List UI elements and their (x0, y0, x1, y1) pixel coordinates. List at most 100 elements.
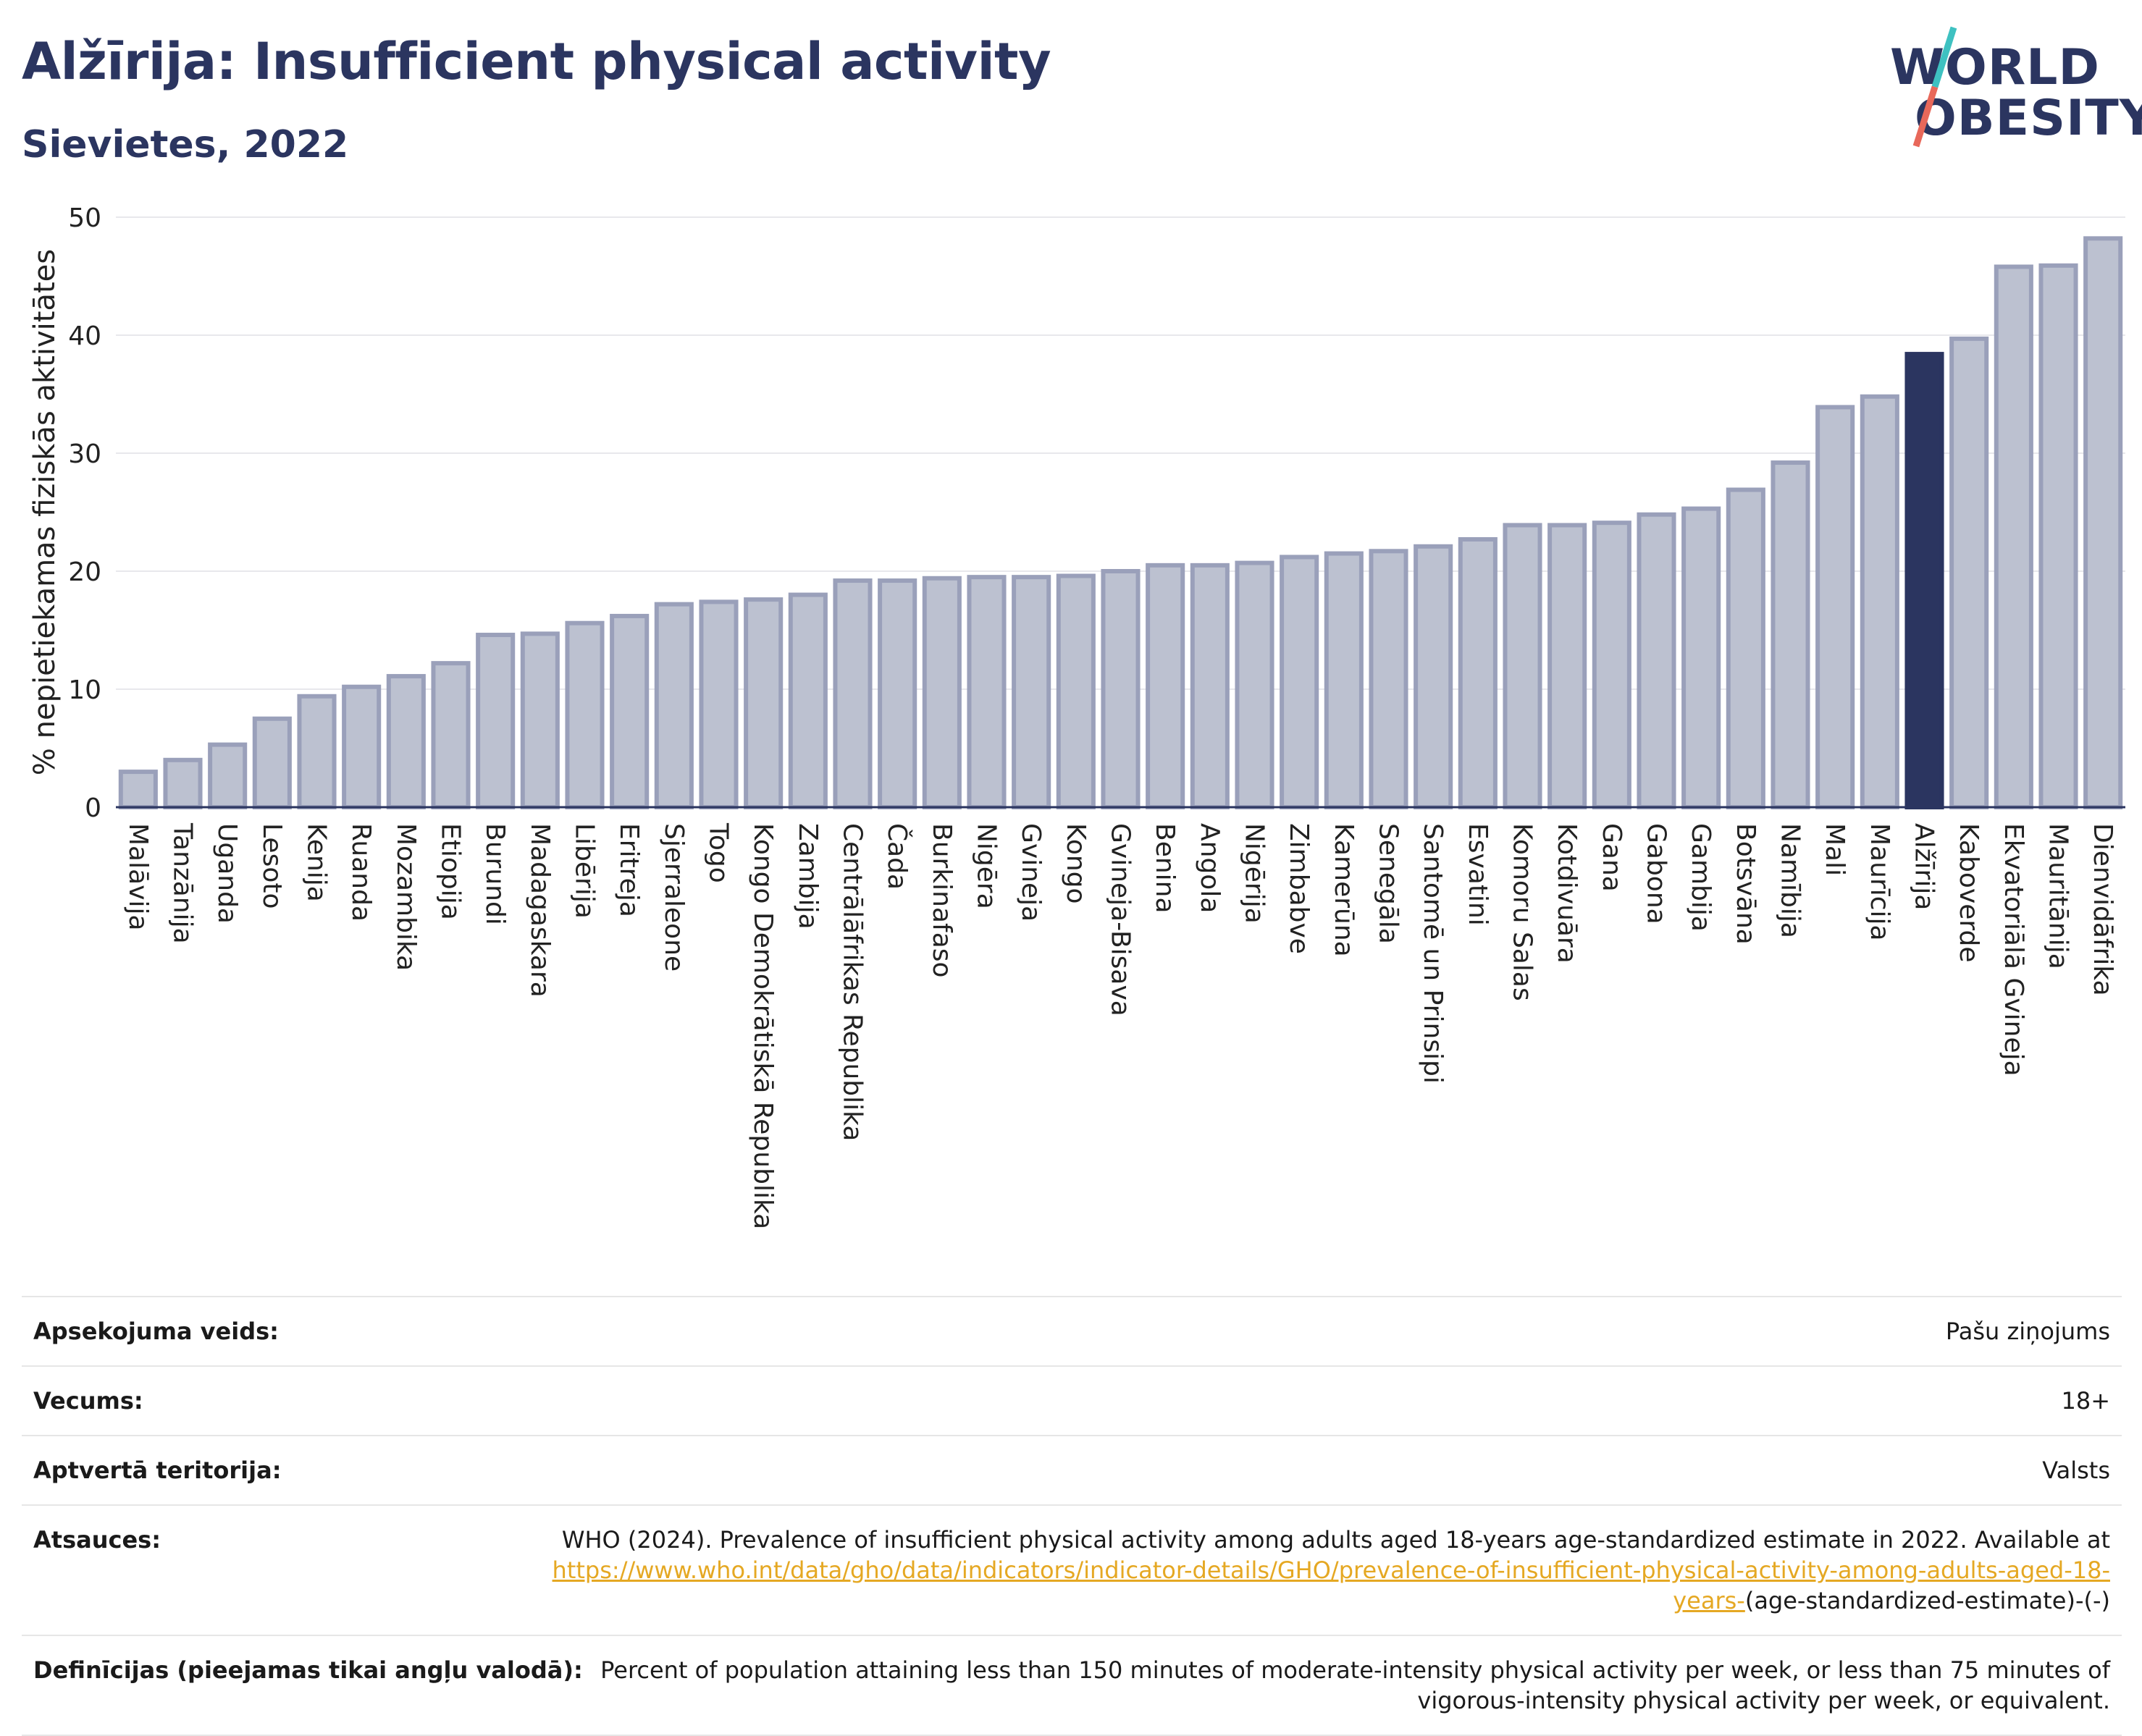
x-tick-label: Mali (1820, 823, 1849, 876)
x-tick-label: Zimbabve (1284, 823, 1314, 954)
bar (252, 716, 292, 809)
x-tick-label: Libērija (570, 823, 600, 919)
info-label: Definīcijas (pieejamas tikai angļu valod… (33, 1656, 583, 1684)
bar (1815, 405, 1855, 809)
reference-suffix: (age-standardized-estimate)-(-) (1744, 1587, 2110, 1614)
info-value: Valsts (2042, 1457, 2110, 1484)
x-tick-label: Mauritānija (2044, 823, 2073, 969)
x-tick-label: Gana (1597, 823, 1626, 892)
bar (744, 597, 784, 809)
x-tick-label: Esvatini (1463, 823, 1492, 926)
bar (833, 578, 873, 809)
info-value: WHO (2024). Prevalence of insufficient p… (517, 1525, 2110, 1616)
bar (1280, 555, 1319, 809)
x-tick-label: Senegāla (1374, 823, 1403, 944)
y-tick-label: 0 (85, 793, 101, 823)
y-tick-label: 50 (68, 203, 101, 233)
x-tick-label: Madagaskara (525, 823, 555, 998)
bar (1547, 523, 1587, 809)
world-obesity-logo: WORLD OBESITY (1890, 22, 2142, 152)
bar (610, 613, 650, 809)
bar (1012, 575, 1051, 810)
bar (699, 599, 739, 809)
bar (1503, 523, 1542, 809)
bar (788, 592, 828, 809)
bar (520, 631, 560, 810)
bar (967, 575, 1007, 810)
x-tick-label: Burundi (480, 823, 510, 925)
x-tick-label: Botsvāna (1731, 823, 1760, 945)
x-tick-label: Maurīcija (1865, 823, 1894, 941)
bar (1190, 562, 1230, 809)
x-tick-label: Ekvatoriālā Gvineja (1999, 823, 2028, 1076)
bar (1146, 562, 1185, 809)
bar (1235, 560, 1274, 810)
info-table: Apsekojuma veids: Pašu ziņojums Vecums: … (22, 1296, 2122, 1736)
bar (386, 674, 426, 809)
bar-chart: 0 10 20 30 40 50% nepietiekamas fiziskās akti… (28, 203, 2125, 1229)
x-tick-label: Gvineja-Bisava (1106, 823, 1135, 1016)
bar (1860, 394, 1899, 809)
reference-text: WHO (2024). Prevalence of insufficient p… (561, 1526, 2110, 1554)
info-row-coverage: Aptvertā teritorija: Valsts (22, 1435, 2122, 1504)
x-tick-label: Malāvija (123, 823, 153, 931)
bar (1369, 549, 1408, 809)
x-tick-label: Namībija (1776, 823, 1805, 938)
info-label: Vecums: (33, 1387, 143, 1415)
bar (208, 742, 248, 809)
x-tick-label: Nigērija (1240, 823, 1269, 924)
bar (878, 578, 917, 809)
info-row-references: Atsauces: WHO (2024). Prevalence of insu… (22, 1504, 2122, 1635)
x-tick-label: Burkinafaso (927, 823, 957, 978)
info-value: Percent of population attaining less tha… (600, 1656, 2110, 1714)
info-value: 18+ (2061, 1387, 2110, 1415)
info-row-survey: Apsekojuma veids: Pašu ziņojums (22, 1296, 2122, 1365)
x-tick-label: Zambija (793, 823, 823, 930)
y-tick-label: 40 (68, 321, 101, 351)
logo-line-1: WORLD (1890, 39, 2100, 96)
info-label: Atsauces: (33, 1526, 161, 1554)
x-tick-label: Dienvidāfrika (2088, 823, 2117, 996)
bar (1458, 536, 1498, 809)
bar (1904, 352, 1944, 809)
bar (342, 684, 382, 809)
y-axis-title: % nepietiekamas fiziskās aktivitātes (28, 249, 62, 775)
logo-slash-icon (1912, 26, 1957, 148)
bar (565, 620, 605, 809)
chart-title: Alžīrija: Insufficient physical activity (22, 32, 1051, 91)
bar (1592, 521, 1631, 809)
info-label: Apsekojuma veids: (33, 1318, 279, 1345)
x-tick-label: Nigēra (972, 823, 1001, 909)
x-tick-label: Santomē un Prinsipi (1418, 823, 1448, 1084)
x-tick-label: Ruanda (346, 823, 376, 922)
x-tick-label: Kaboverde (1954, 823, 1983, 963)
x-tick-label: Kongo (1061, 823, 1091, 904)
x-tick-label: Kamerūna (1329, 823, 1358, 957)
bar (654, 602, 694, 809)
x-tick-label: Kongo Demokrātiskā Republika (748, 823, 778, 1229)
bar (2083, 236, 2123, 809)
bar (476, 633, 516, 810)
x-tick-label: Gvineja (1016, 823, 1046, 922)
bar (1324, 551, 1364, 809)
info-value: Pašu ziņojums (1945, 1318, 2110, 1345)
bar (1771, 460, 1810, 809)
reference-link[interactable]: https://www.who.int/data/gho/data/indica… (552, 1556, 2110, 1614)
bar (1056, 573, 1096, 810)
info-label: Aptvertā teritorija: (33, 1457, 282, 1484)
x-tick-label: Sjerraleone (659, 823, 689, 972)
x-tick-label: Mozambika (391, 823, 421, 971)
info-row-definitions: Definīcijas (pieejamas tikai angļu valod… (22, 1635, 2122, 1736)
bar (297, 694, 337, 810)
x-tick-label: Angola (1195, 823, 1225, 913)
x-tick-label: Centrālāfrikas Republika (838, 823, 868, 1141)
x-tick-label: Kenija (302, 823, 332, 902)
x-tick-label: Komoru Salas (1508, 823, 1537, 1001)
bar (1726, 487, 1765, 809)
chart-subtitle: Sievietes, 2022 (22, 123, 349, 167)
x-tick-label: Lesoto (257, 823, 287, 909)
x-tick-label: Gabona (1642, 823, 1671, 924)
bar (431, 661, 471, 810)
x-tick-label: Togo (704, 822, 734, 883)
x-tick-label: Alžīrija (1910, 823, 1939, 910)
